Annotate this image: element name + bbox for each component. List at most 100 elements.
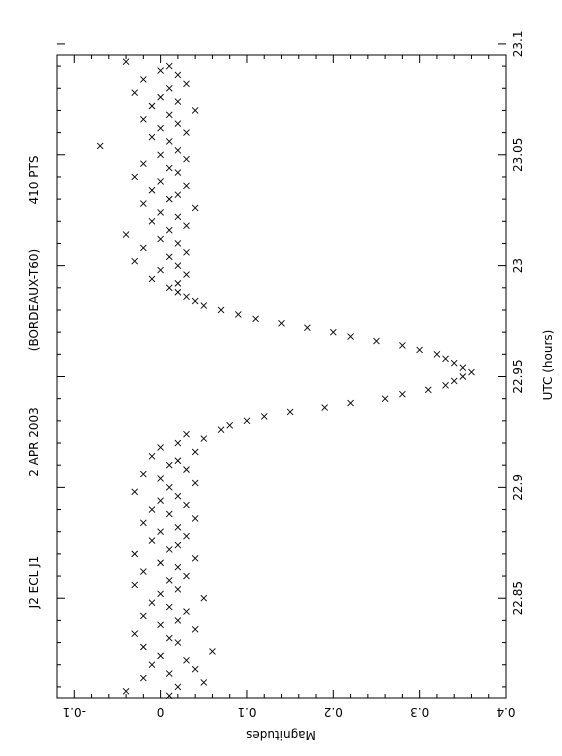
data-point: [200, 435, 208, 442]
data-point: [235, 311, 242, 318]
data-point: [174, 147, 182, 154]
data-point: [148, 661, 156, 669]
data-point: [131, 630, 139, 638]
data-point: [131, 550, 139, 558]
data-point: [424, 386, 432, 394]
data-point: [165, 603, 173, 611]
data-point: [174, 213, 182, 221]
data-point: [191, 625, 199, 633]
data-point: [148, 217, 156, 225]
data-point: [165, 670, 173, 677]
data-point: [191, 665, 199, 673]
data-point: [321, 404, 328, 411]
data-point: [165, 510, 173, 518]
data-point: [191, 107, 199, 114]
data-point: [122, 58, 130, 65]
data-point: [140, 76, 147, 83]
data-point: [148, 186, 156, 194]
data-point: [183, 129, 190, 136]
x-tick-label: 22.95: [511, 359, 525, 393]
data-point: [140, 519, 147, 527]
data-point: [157, 235, 164, 243]
data-point: [459, 364, 467, 371]
data-point: [157, 93, 164, 101]
data-point: [174, 563, 182, 571]
data-point: [140, 200, 147, 207]
data-point: [165, 484, 173, 491]
data-point: [165, 164, 173, 172]
data-point: [183, 608, 190, 615]
data-point: [157, 209, 164, 216]
data-point: [209, 648, 216, 655]
data-point: [174, 492, 182, 500]
data-point: [183, 155, 190, 163]
data-point: [433, 351, 441, 358]
data-point: [174, 169, 182, 176]
data-point: [174, 71, 182, 79]
data-point: [174, 683, 182, 691]
data-point: [131, 257, 139, 265]
data-point: [304, 324, 311, 332]
data-point: [140, 674, 147, 682]
data-point: [165, 634, 173, 642]
data-point: [174, 120, 182, 128]
data-point: [278, 319, 285, 327]
data-point: [217, 306, 225, 314]
x-axis-label: UTC (hours): [541, 330, 555, 401]
y-tick-label: 0.2: [324, 705, 343, 719]
data-point: [140, 244, 147, 252]
data-point: [148, 506, 156, 513]
header-object: J2 ECL J1: [27, 556, 41, 610]
data-point: [450, 377, 458, 385]
data-point: [165, 577, 173, 584]
data-point: [468, 368, 475, 376]
data-point: [157, 528, 164, 536]
data-point: [174, 280, 182, 287]
data-point: [165, 253, 173, 261]
data-point: [260, 413, 268, 420]
data-point: [191, 479, 199, 487]
data-point: [200, 302, 208, 309]
data-point: [174, 586, 182, 593]
data-point: [174, 288, 182, 296]
data-point: [399, 390, 406, 398]
data-point: [157, 67, 164, 74]
data-point: [347, 399, 354, 407]
data-point: [148, 102, 156, 110]
data-point: [174, 617, 182, 624]
data-point: [157, 497, 164, 504]
data-point: [399, 342, 406, 349]
data-point: [165, 195, 173, 203]
data-point: [217, 426, 225, 434]
data-point: [450, 359, 458, 367]
x-tick-label: 22.85: [511, 581, 525, 615]
y-tick-label: 0: [157, 705, 165, 719]
y-tick-label: 0.3: [410, 705, 429, 719]
data-point: [131, 488, 139, 496]
y-tick-label: 0.1: [237, 705, 256, 719]
data-point: [148, 599, 156, 606]
data-point: [165, 546, 173, 553]
data-point: [174, 541, 182, 549]
x-tick-label: 22.9: [511, 474, 525, 501]
data-point: [157, 151, 164, 159]
x-tick-label: 23: [511, 258, 525, 273]
data-point: [96, 142, 104, 150]
data-point: [183, 501, 190, 509]
x-tick-label: 23.1: [511, 31, 525, 58]
data-point: [442, 355, 449, 363]
data-point: [416, 346, 423, 354]
data-point: [140, 115, 147, 123]
data-point: [183, 572, 190, 580]
data-point: [140, 612, 147, 620]
data-point: [174, 240, 182, 247]
header-site: (BORDEAUX-T60): [27, 249, 41, 351]
data-point: [381, 395, 389, 402]
data-point: [243, 417, 251, 425]
data-point: [183, 656, 190, 664]
data-point: [148, 453, 156, 460]
data-point: [191, 297, 199, 305]
plot-frame: [56, 54, 507, 699]
data-point: [183, 532, 190, 540]
